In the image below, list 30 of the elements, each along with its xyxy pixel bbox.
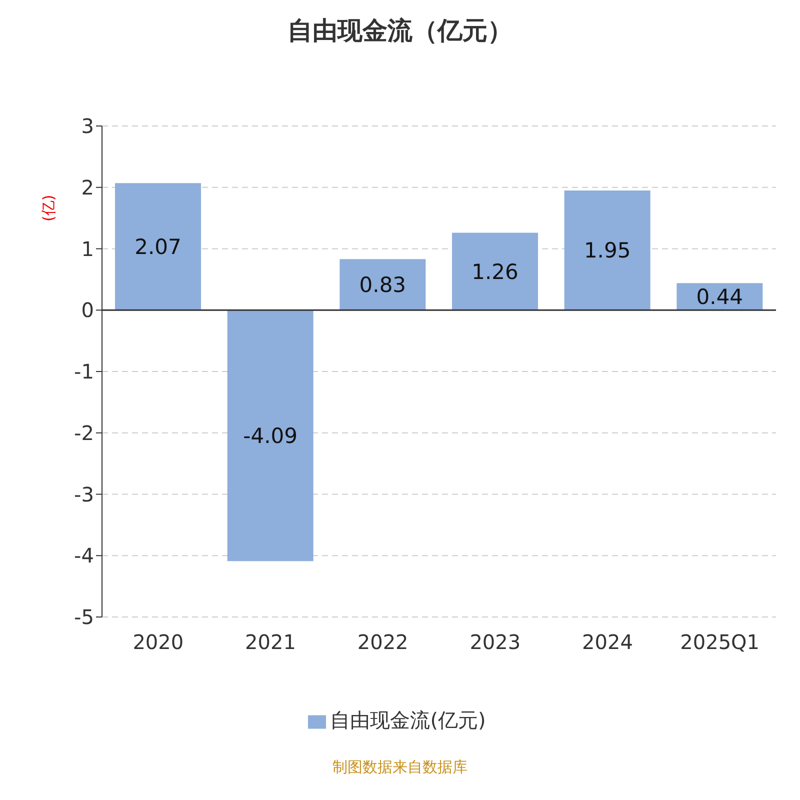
y-tick-label: 2 (81, 175, 94, 200)
bar (452, 232, 538, 310)
y-tick-label: -3 (74, 482, 94, 506)
y-tick-label: -1 (74, 360, 94, 384)
data-label: 1.26 (472, 260, 518, 284)
data-label: 0.83 (359, 273, 406, 298)
x-tick-label: 2023 (470, 630, 521, 654)
y-tick-label: 0 (81, 298, 94, 322)
y-tick-label: -2 (74, 420, 94, 445)
y-tick-label: 1 (81, 236, 94, 261)
bar (227, 310, 314, 562)
data-label: 0.44 (696, 285, 744, 310)
y-tick-label: -4 (74, 544, 94, 568)
x-tick-label: 2022 (357, 630, 408, 654)
data-label: -4.09 (243, 424, 298, 448)
data-label: 1.95 (584, 238, 631, 263)
legend-label: 自由现金流(亿元) (330, 708, 486, 732)
x-tick-label: 2021 (245, 630, 296, 654)
text: 制图数据来自数据库 (332, 758, 468, 777)
bar (340, 259, 426, 310)
chart-title: 自由现金流（亿元） (286, 15, 514, 47)
y-tick-label: -5 (74, 605, 94, 630)
bar (564, 190, 650, 310)
y-axis-title: (亿) (39, 194, 58, 222)
x-tick-label: 2025Q1 (680, 630, 760, 654)
x-tick-label: 2024 (582, 630, 633, 654)
data-label: 2.07 (134, 235, 182, 260)
bar (115, 183, 201, 310)
y-tick-label: 3 (81, 114, 94, 138)
x-tick-label: 2020 (132, 630, 184, 654)
